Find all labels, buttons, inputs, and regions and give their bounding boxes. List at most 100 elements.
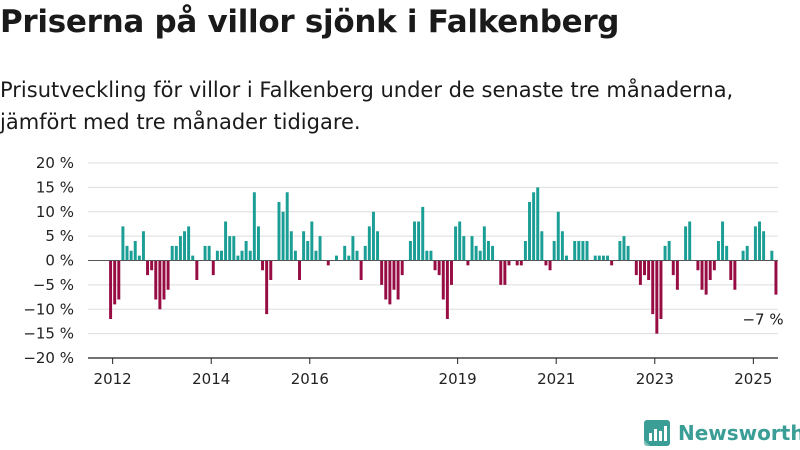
- bar: [626, 245, 630, 261]
- bar: [125, 245, 129, 261]
- bar: [667, 241, 671, 261]
- bar: [380, 260, 384, 285]
- bar: [326, 260, 330, 266]
- bar: [146, 260, 150, 276]
- y-tick-label: −10 %: [23, 300, 74, 318]
- bar: [445, 260, 449, 319]
- bar: [174, 245, 178, 261]
- bar: [643, 260, 646, 276]
- bar: [396, 260, 400, 300]
- bar: [622, 236, 626, 261]
- bar: [573, 241, 577, 261]
- bar: [671, 260, 675, 276]
- bar: [651, 260, 655, 315]
- bar: [232, 236, 236, 261]
- bar: [166, 260, 170, 290]
- bar: [454, 226, 458, 261]
- y-tick-label: −15 %: [23, 325, 74, 343]
- bar: [224, 221, 228, 261]
- bar: [548, 260, 552, 271]
- bar: [433, 260, 437, 271]
- bar: [585, 241, 589, 261]
- bar: [540, 231, 544, 261]
- bar: [277, 202, 281, 261]
- bar: [753, 226, 757, 261]
- bar: [503, 260, 507, 285]
- bar: [359, 260, 363, 280]
- bar: [499, 260, 503, 285]
- bar: [371, 211, 375, 261]
- bar: [281, 211, 285, 261]
- y-tick-label: 15 %: [36, 178, 74, 196]
- bar: [384, 260, 388, 300]
- bar: [228, 236, 232, 261]
- x-tick-label: 2025: [734, 370, 772, 388]
- y-tick-label: −5 %: [33, 276, 74, 294]
- bar: [240, 250, 244, 261]
- tick-labels: 20 % 15 % 10 % 5 % 0 % −5 % −10 % −15 % −20 % 201…: [23, 154, 783, 388]
- bar: [618, 241, 622, 261]
- bar: [437, 260, 441, 276]
- y-tick-label: 20 %: [36, 154, 74, 172]
- bar: [137, 255, 141, 261]
- bar: [162, 260, 166, 300]
- bar: [289, 231, 293, 261]
- bar: [725, 245, 729, 261]
- bar: [265, 260, 269, 315]
- bar: [376, 231, 380, 261]
- bar: [745, 245, 749, 261]
- bar: [392, 260, 396, 290]
- grid-lines: [88, 162, 778, 335]
- bar: [729, 260, 733, 280]
- y-tick-label: 5 %: [45, 227, 74, 245]
- bar: [770, 250, 774, 261]
- bar: [203, 245, 207, 261]
- bar: [244, 241, 248, 261]
- bar: [560, 231, 564, 261]
- bar: [606, 255, 610, 261]
- bar: [536, 187, 540, 261]
- bar: [121, 226, 125, 261]
- bar-chart: 20 % 15 % 10 % 5 % 0 % −5 % −10 % −15 % −20 % 201…: [23, 154, 783, 388]
- bar: [466, 260, 470, 266]
- bar: [109, 260, 113, 319]
- bar: [417, 221, 421, 261]
- bar: [248, 250, 252, 261]
- bar: [141, 231, 145, 261]
- bar: [367, 226, 371, 261]
- bar: [133, 241, 137, 261]
- bar: [482, 226, 486, 261]
- chart-title: Priserna på villor sjönk i Falkenberg: [0, 4, 620, 40]
- bar: [593, 255, 597, 261]
- bar: [158, 260, 162, 310]
- bar: [704, 260, 708, 295]
- bar: [634, 260, 638, 276]
- bar: [507, 260, 511, 266]
- bar: [256, 226, 260, 261]
- bar: [655, 260, 659, 334]
- bar: [565, 255, 568, 261]
- bar: [647, 260, 651, 280]
- bar: [363, 245, 367, 261]
- bar: [675, 260, 679, 290]
- bar: [187, 226, 191, 261]
- bar: [581, 241, 585, 261]
- bar: [688, 221, 692, 261]
- bar: [552, 241, 556, 261]
- bar: [762, 231, 766, 261]
- bar: [441, 260, 445, 300]
- bar: [314, 250, 318, 261]
- bar: [211, 260, 215, 276]
- bar: [758, 221, 761, 261]
- bar: [236, 255, 240, 261]
- x-tick-label: 2019: [439, 370, 477, 388]
- bar: [577, 241, 581, 261]
- bar: [684, 226, 688, 261]
- bar: [458, 221, 462, 261]
- bar: [335, 255, 338, 261]
- bar: [117, 260, 121, 300]
- bar: [716, 241, 720, 261]
- x-tick-label: 2016: [291, 370, 329, 388]
- bar: [774, 260, 778, 295]
- bar: [191, 255, 195, 261]
